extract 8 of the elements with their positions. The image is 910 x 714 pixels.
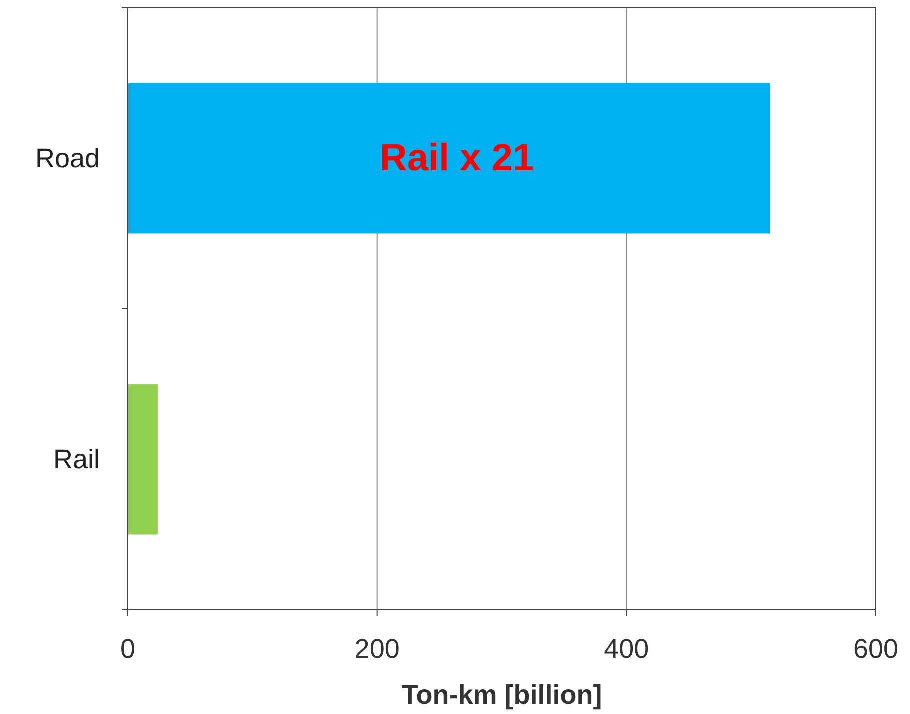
x-axis-title: Ton-km [billion] (402, 680, 602, 710)
x-tick-label: 600 (853, 634, 899, 664)
x-tick-label: 200 (354, 634, 400, 664)
y-tick-label: Rail (53, 444, 100, 474)
y-tick-label: Road (35, 144, 100, 174)
x-tick-label: 400 (604, 634, 650, 664)
annotation: Rail x 21 (380, 138, 534, 180)
x-tick-label: 0 (120, 634, 136, 664)
